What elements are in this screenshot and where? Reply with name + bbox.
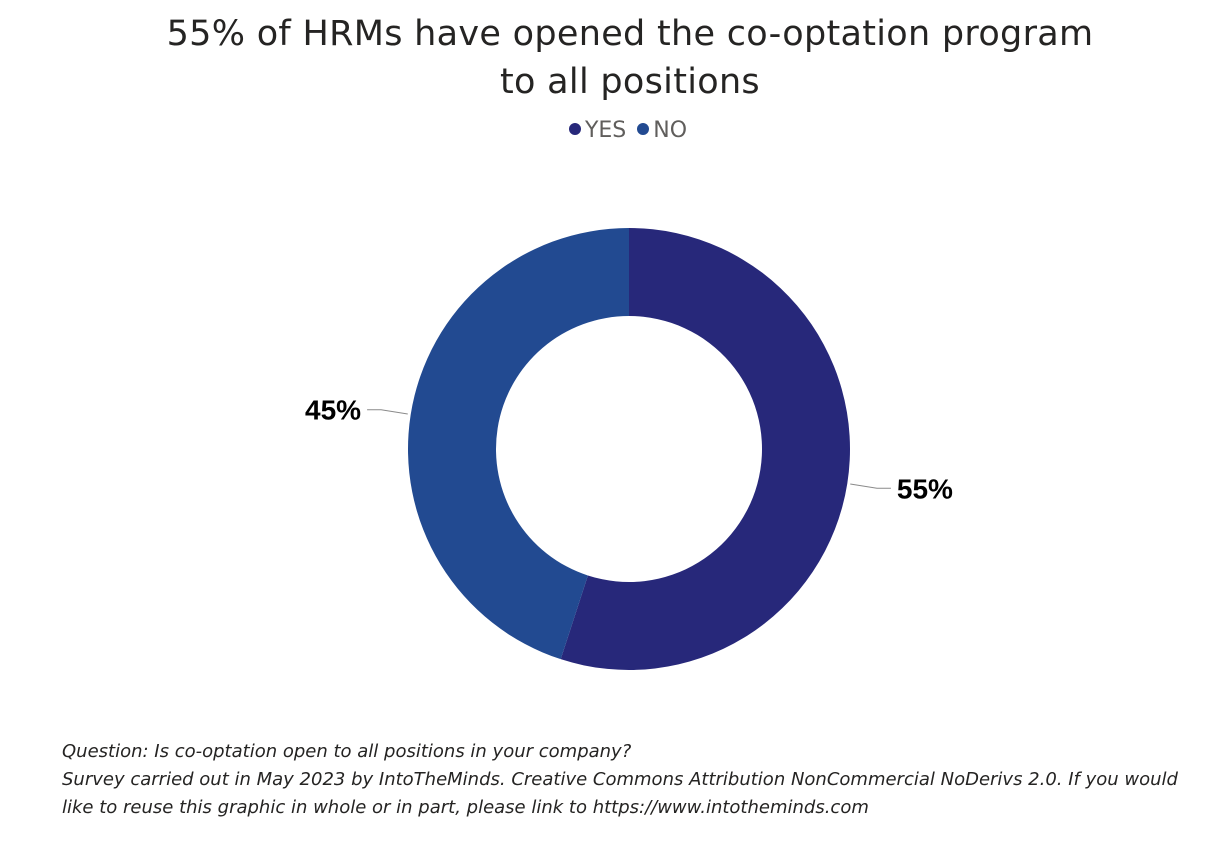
legend-dot-yes: [568, 123, 581, 135]
leader-line-yes: [850, 483, 891, 489]
legend-dot-no: [637, 123, 650, 135]
chart-title-line-1: 55% of HRMs have opened the co-optation …: [166, 14, 1094, 54]
chart-legend: YES NO: [0, 118, 1216, 143]
legend-label-yes: YES: [584, 118, 627, 143]
donut-slices: [408, 228, 851, 671]
chart-title: 55% of HRMs have opened the co-optation …: [0, 10, 1216, 106]
footer-survey-line-2: like to reuse this graphic in whole or i…: [62, 797, 869, 818]
footer-question: Question: Is co-optation open to all pos…: [62, 741, 632, 762]
donut-slice-no[interactable]: [408, 228, 629, 660]
footer-survey-line-1: Survey carried out in May 2023 by IntoTh…: [62, 769, 1178, 790]
donut-slice-yes[interactable]: [560, 228, 851, 671]
legend-item-yes[interactable]: YES: [568, 118, 627, 143]
data-label-no: 45%: [305, 395, 361, 426]
data-label-yes: 55%: [897, 473, 953, 504]
donut-labels: 55% 45%: [305, 395, 953, 505]
legend-item-no[interactable]: NO: [637, 118, 687, 143]
legend-label-no: NO: [653, 118, 688, 143]
chart-title-line-2: to all positions: [500, 62, 760, 102]
leader-line-no: [367, 409, 408, 415]
chart-footer: Question: Is co-optation open to all pos…: [62, 738, 1192, 822]
